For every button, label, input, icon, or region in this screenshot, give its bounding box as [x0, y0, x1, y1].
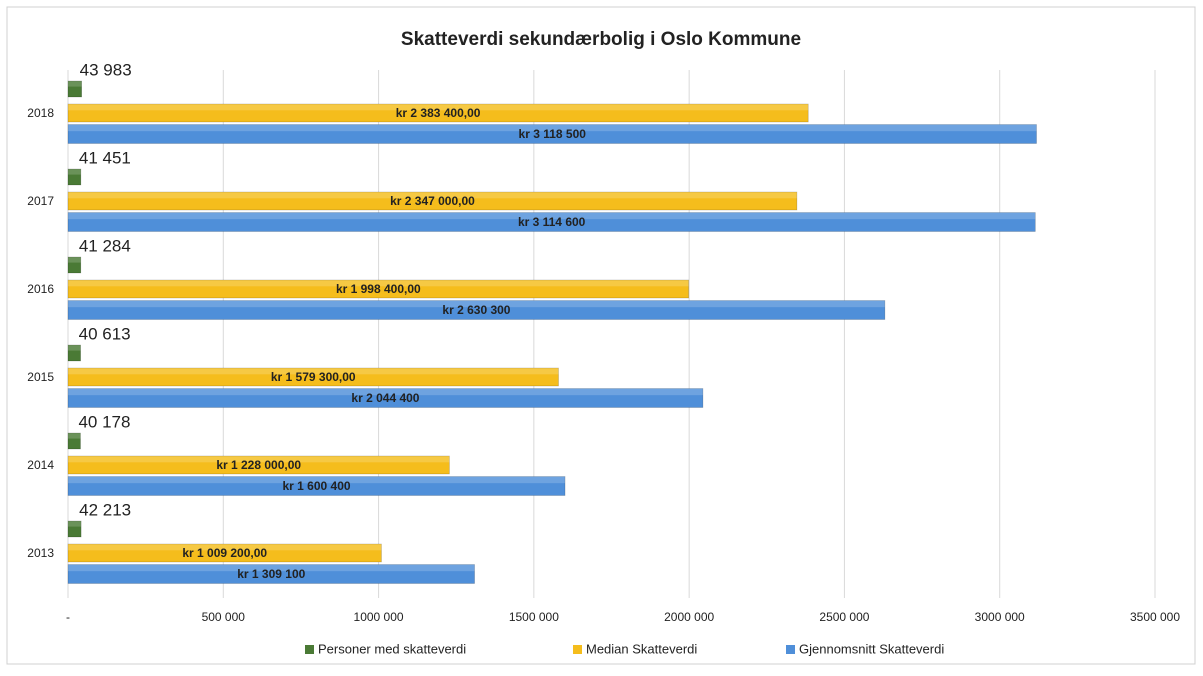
- bar: [67, 455, 450, 475]
- bar: [67, 279, 689, 299]
- legend-label: Gjennomsnitt Skatteverdi: [799, 641, 944, 656]
- bar: [67, 191, 798, 211]
- bar-highlight: [68, 388, 703, 396]
- data-label: kr 3 114 600: [518, 215, 586, 229]
- bar-highlight: [68, 280, 689, 287]
- y-tick-label: 2016: [27, 282, 54, 296]
- data-label: 40 178: [78, 412, 130, 431]
- bar: [67, 564, 475, 584]
- bar-highlight: [68, 521, 82, 527]
- bar-highlight: [68, 564, 475, 572]
- data-label: kr 2 383 400,00: [396, 106, 481, 120]
- bar: [67, 168, 82, 186]
- x-tick-label: 2500 000: [819, 610, 869, 624]
- bar: [67, 256, 82, 274]
- x-tick-label: 2000 000: [664, 610, 714, 624]
- bar-highlight: [68, 544, 382, 551]
- bar-highlight: [68, 456, 450, 463]
- y-tick-label: 2013: [27, 546, 54, 560]
- data-label: kr 3 118 500: [519, 127, 587, 141]
- y-tick-label: 2018: [27, 106, 54, 120]
- bar-highlight: [68, 257, 81, 263]
- x-tick-label: 1500 000: [509, 610, 559, 624]
- data-label: kr 2 630 300: [442, 303, 510, 317]
- bar: [67, 543, 382, 563]
- data-label: kr 2 347 000,00: [390, 194, 475, 208]
- x-tick-label: 3000 000: [975, 610, 1025, 624]
- data-label: 41 284: [79, 236, 131, 255]
- bar-highlight: [68, 476, 566, 484]
- data-label: 43 983: [80, 60, 132, 79]
- y-tick-label: 2014: [27, 458, 54, 472]
- bar-highlight: [68, 433, 81, 439]
- data-label: kr 1 998 400,00: [336, 282, 421, 296]
- legend-swatch: [305, 645, 314, 654]
- data-label: 40 613: [79, 324, 131, 343]
- data-label: kr 1 579 300,00: [271, 370, 356, 384]
- legend-label: Median Skatteverdi: [586, 641, 697, 656]
- bar: [67, 432, 81, 450]
- bar: [67, 212, 1036, 232]
- data-label: kr 1 309 100: [237, 567, 305, 581]
- chart-title: Skatteverdi sekundærbolig i Oslo Kommune: [401, 29, 801, 50]
- legend-label: Personer med skatteverdi: [318, 641, 466, 656]
- bar: [67, 124, 1037, 144]
- data-label: 41 451: [79, 148, 131, 167]
- bar-highlight: [68, 300, 885, 308]
- bar: [67, 388, 704, 408]
- bar-highlight: [68, 124, 1037, 132]
- x-tick-label: 1000 000: [354, 610, 404, 624]
- data-label: 42 213: [79, 500, 131, 519]
- x-tick-label: -: [66, 610, 70, 624]
- y-tick-label: 2015: [27, 370, 54, 384]
- bar-highlight: [68, 104, 809, 111]
- bar-highlight: [68, 345, 81, 351]
- data-label: kr 1 228 000,00: [216, 458, 301, 472]
- bar: [67, 367, 559, 387]
- bar: [67, 80, 82, 98]
- legend-swatch: [786, 645, 795, 654]
- bar-highlight: [68, 368, 559, 375]
- bar-highlight: [68, 81, 82, 87]
- bar-highlight: [68, 212, 1036, 220]
- data-label: kr 1 009 200,00: [182, 546, 267, 560]
- data-label: kr 1 600 400: [282, 479, 350, 493]
- bar: [67, 103, 809, 123]
- data-label: kr 2 044 400: [351, 391, 419, 405]
- legend-swatch: [573, 645, 582, 654]
- y-tick-label: 2017: [27, 194, 54, 208]
- bar: [67, 300, 886, 320]
- bar-highlight: [68, 192, 797, 199]
- bar: [67, 520, 82, 538]
- bar-highlight: [68, 169, 81, 175]
- bar: [67, 476, 566, 496]
- x-tick-label: 3500 000: [1130, 610, 1180, 624]
- bar: [67, 344, 81, 362]
- x-tick-label: 500 000: [202, 610, 246, 624]
